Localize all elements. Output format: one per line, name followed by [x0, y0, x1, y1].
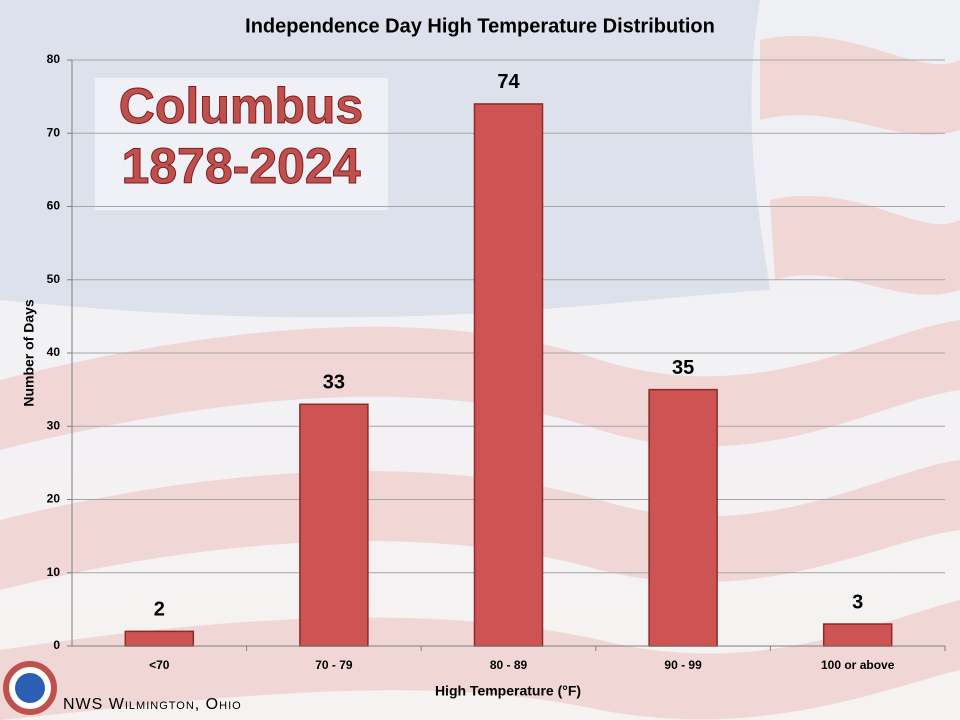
y-tick-label: 50	[47, 272, 61, 286]
value-label: 3	[852, 591, 863, 613]
value-label: 2	[154, 599, 165, 621]
bar	[299, 403, 369, 647]
annotation: Columbus	[119, 78, 363, 134]
y-tick-label: 20	[47, 492, 61, 506]
source: NWS Wilmington, Ohio	[63, 696, 242, 713]
value-label: 74	[497, 71, 520, 93]
x-tick-label: <70	[149, 658, 170, 672]
y-axis-label: Number of Days	[21, 299, 37, 407]
logo	[3, 661, 57, 715]
x-axis-label: High Temperature (°F)	[435, 683, 581, 699]
bar	[124, 630, 195, 647]
bar	[648, 388, 718, 647]
annotation-box	[95, 78, 388, 210]
bar	[473, 103, 544, 647]
y-tick-label: 30	[47, 418, 61, 432]
y-tick-label: 10	[47, 565, 61, 579]
annotation: 1878-2024	[121, 138, 360, 194]
y-tick-label: 40	[47, 345, 61, 359]
x-tick-label: 100 or above	[821, 658, 895, 672]
bar	[822, 623, 893, 647]
value-label: 33	[323, 372, 345, 394]
chart-title: Independence Day High Temperature Distri…	[245, 15, 715, 37]
y-tick-label: 0	[53, 638, 60, 652]
y-tick-label: 80	[47, 52, 61, 66]
y-tick-label: 70	[47, 125, 61, 139]
x-tick-label: 90 - 99	[664, 658, 702, 672]
y-tick-label: 60	[47, 199, 61, 213]
x-tick-label: 80 - 89	[490, 658, 528, 672]
value-label: 35	[672, 357, 694, 379]
x-tick-label: 70 - 79	[315, 658, 353, 672]
